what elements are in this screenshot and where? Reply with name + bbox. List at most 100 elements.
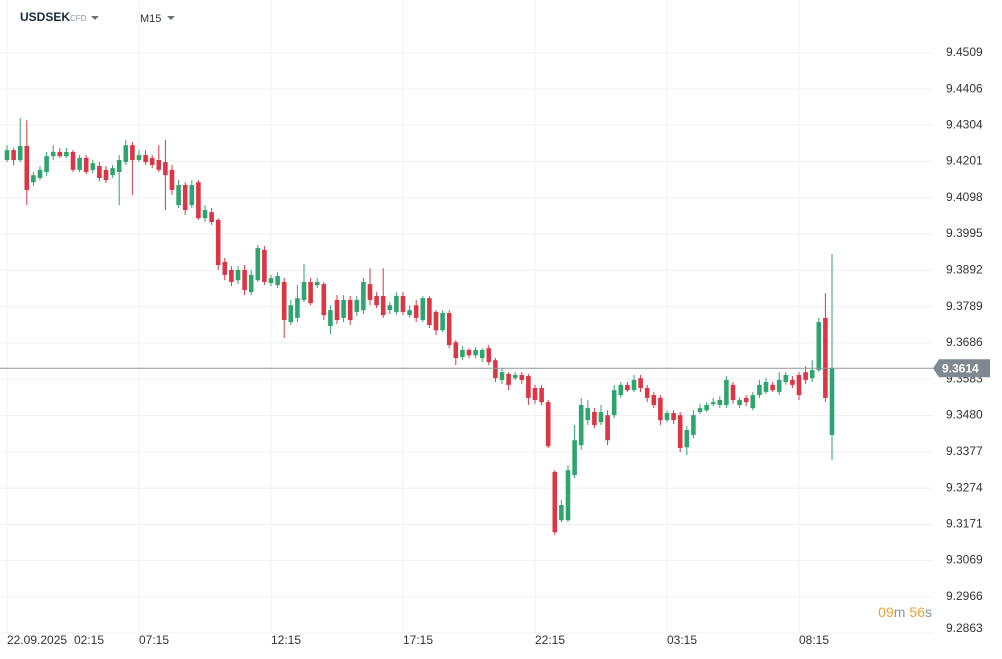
x-tick-label: 17:15 xyxy=(403,633,433,647)
candle-body xyxy=(684,429,690,448)
candle-body xyxy=(334,299,340,321)
candle-body xyxy=(677,415,683,448)
countdown-seconds: 56 xyxy=(909,604,925,620)
candle-body xyxy=(545,402,551,447)
candle-body xyxy=(295,298,300,318)
candle-body xyxy=(743,397,749,403)
candle-body xyxy=(783,375,789,383)
candle-body xyxy=(123,145,129,163)
candle-body xyxy=(466,349,472,356)
y-tick-label: 9.3995 xyxy=(946,226,983,240)
candle-body xyxy=(281,281,287,321)
dropdown-arrow[interactable] xyxy=(167,16,175,20)
symbol[interactable]: USDSEK xyxy=(20,10,70,24)
candle-body xyxy=(70,151,76,170)
candle-body xyxy=(235,269,241,281)
candle-body xyxy=(248,274,254,293)
candle-body xyxy=(11,150,16,161)
timeframe[interactable]: M15 xyxy=(140,13,161,25)
candle-body xyxy=(440,312,445,331)
y-tick-label: 9.3686 xyxy=(946,335,983,349)
candle-body xyxy=(176,185,181,206)
candle-body xyxy=(17,145,23,161)
candle-body xyxy=(169,169,175,190)
candle-body xyxy=(222,261,228,275)
y-tick-label: 9.4098 xyxy=(946,190,983,204)
candle-body xyxy=(486,348,492,362)
candle-body xyxy=(275,275,280,286)
candle-body xyxy=(182,185,188,211)
candle-body xyxy=(301,281,307,300)
candle-body xyxy=(625,384,630,391)
y-tick-label: 9.3274 xyxy=(946,480,983,494)
candle-body xyxy=(361,281,366,311)
y-tick-label: 9.2966 xyxy=(946,589,983,603)
candle-body xyxy=(532,388,538,401)
candle-body xyxy=(149,157,155,165)
candle-body xyxy=(387,305,393,311)
candle-body xyxy=(644,388,650,398)
candle-body xyxy=(460,349,465,358)
countdown: 09m 56s xyxy=(878,604,932,620)
candle-body xyxy=(809,370,815,379)
candle-body xyxy=(83,157,89,172)
candle-body xyxy=(196,182,201,219)
y-tick-label: 9.2863 xyxy=(946,621,983,635)
symbol-selector[interactable]: USDSEK CFD xyxy=(20,10,99,24)
candle-body xyxy=(730,384,736,401)
candle-body xyxy=(631,379,637,391)
candle-body xyxy=(790,379,795,385)
candle-body xyxy=(770,384,775,391)
candle-body xyxy=(473,349,478,356)
candle-body xyxy=(750,395,756,409)
candle-body xyxy=(763,382,769,392)
candle-body xyxy=(433,311,439,331)
x-tick-label: 07:15 xyxy=(139,633,169,647)
candle-body xyxy=(737,400,742,405)
candle-body xyxy=(328,310,333,327)
candle-body xyxy=(605,415,610,441)
candle-body xyxy=(57,151,63,157)
dropdown-arrow[interactable] xyxy=(91,16,99,20)
candle-body xyxy=(308,281,313,304)
candle-body xyxy=(493,360,498,379)
candle-body xyxy=(262,249,267,282)
candle-body xyxy=(394,296,399,312)
y-tick-label: 9.3377 xyxy=(946,444,983,458)
candle-body xyxy=(453,342,459,359)
grid xyxy=(0,0,933,634)
candle-body xyxy=(215,219,221,266)
candle-body xyxy=(539,388,544,403)
y-tick-label: 9.3069 xyxy=(946,553,983,567)
candle-body xyxy=(64,151,69,157)
x-tick-label: 02:15 xyxy=(74,633,104,647)
candle-body xyxy=(691,415,696,435)
candle-body xyxy=(446,312,452,346)
candle-body xyxy=(578,404,584,446)
candle-body xyxy=(559,505,564,521)
candle-body xyxy=(651,395,657,405)
x-tick-label: 22:15 xyxy=(535,633,565,647)
timeframe-selector[interactable]: M15 xyxy=(140,13,175,25)
candle-body xyxy=(24,145,30,190)
candle-body xyxy=(526,376,531,398)
candle-body xyxy=(592,412,597,426)
candle-body xyxy=(189,185,195,206)
candle-body xyxy=(37,169,43,178)
instrument: CFD xyxy=(70,14,87,23)
candle-body xyxy=(367,284,373,300)
date-label: 22.09.2025 xyxy=(7,633,67,647)
candle-body xyxy=(44,156,49,172)
candle-body xyxy=(103,169,109,181)
candle-body xyxy=(156,160,162,170)
candle-body xyxy=(552,471,558,533)
price-tag-label: 9.3614 xyxy=(942,361,979,375)
candle-body xyxy=(229,269,234,282)
candle-body xyxy=(288,305,294,323)
candle-body xyxy=(420,298,426,321)
candle-body xyxy=(4,150,10,161)
candle-body xyxy=(255,248,261,281)
candle-body xyxy=(77,157,82,170)
candle-body xyxy=(671,413,676,421)
